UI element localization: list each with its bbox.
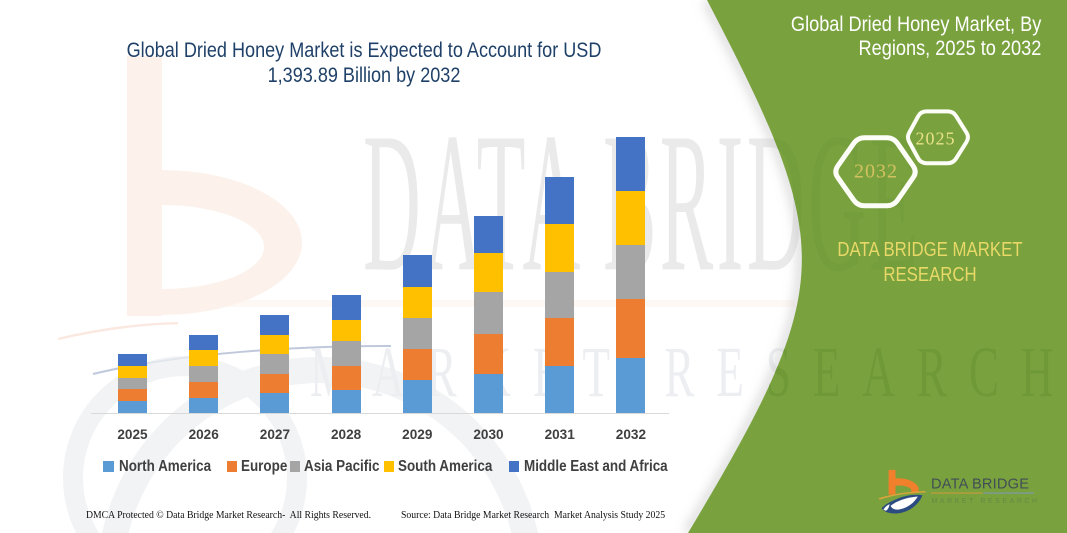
svg-text:DATA BRIDGE: DATA BRIDGE	[931, 477, 1029, 493]
svg-text:2025: 2025	[916, 128, 956, 148]
svg-text:MARKET RESEARCH: MARKET RESEARCH	[932, 498, 1040, 505]
svg-text:2032: 2032	[854, 161, 898, 183]
